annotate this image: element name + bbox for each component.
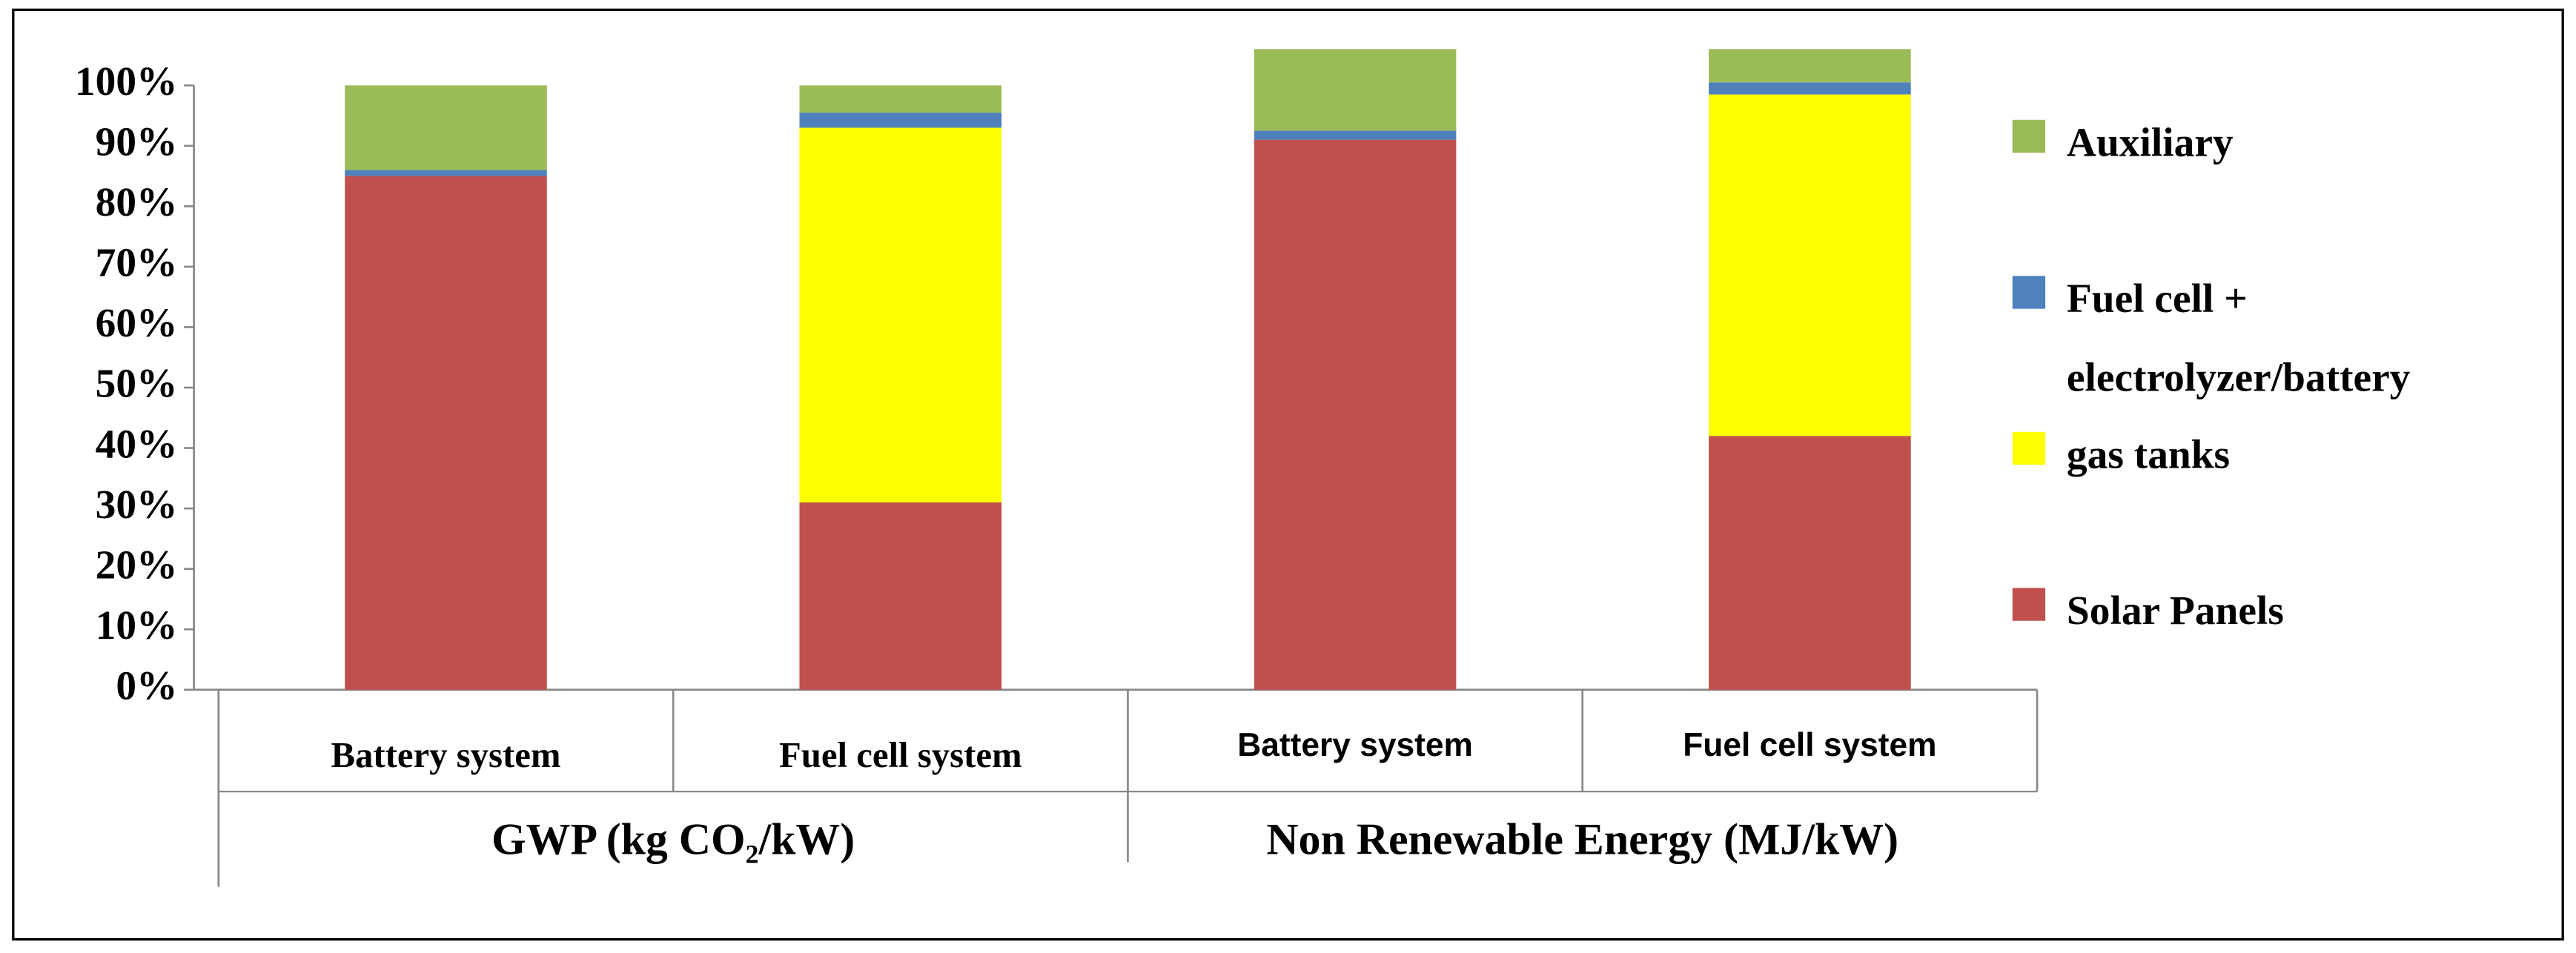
x-tick-label: Fuel cell system bbox=[779, 735, 1022, 775]
y-tick-label: 0% bbox=[116, 663, 177, 708]
legend-label: Solar Panels bbox=[2066, 589, 2284, 634]
legend-label-box: gas tanks bbox=[2066, 434, 2231, 478]
x-tick-label: Fuel cell system bbox=[1683, 727, 1936, 763]
y-tick-label: 80% bbox=[96, 179, 178, 225]
y-tick-label: 100% bbox=[75, 59, 177, 104]
y-tick-label: 90% bbox=[96, 119, 178, 165]
legend-label-box: Solar Panels bbox=[2066, 589, 2284, 634]
group-label: GWP (kg CO₂/kW) bbox=[491, 814, 855, 864]
bar-segment bbox=[799, 85, 1002, 113]
legend-swatch bbox=[2012, 588, 2046, 621]
y-tick-label: 10% bbox=[96, 602, 178, 648]
bar-segment bbox=[1709, 49, 1911, 83]
group-label: Non Renewable Energy (MJ/kW) bbox=[1266, 814, 1899, 864]
legend-label: Fuel cell + electrolyzer/battery bbox=[2066, 277, 2411, 401]
y-tick-label: 30% bbox=[96, 482, 178, 527]
legend-label: Auxiliary bbox=[2066, 121, 2234, 166]
bar-segment bbox=[1254, 139, 1457, 690]
bar-segment bbox=[345, 85, 547, 170]
bar-segment bbox=[1709, 82, 1911, 95]
legend-label-box: Fuel cell + electrolyzer/battery bbox=[2066, 277, 2411, 401]
legend-swatch bbox=[2012, 431, 2046, 465]
x-tick-label: Battery system bbox=[1237, 727, 1473, 763]
bar-segment bbox=[1254, 49, 1457, 131]
y-tick-label: 40% bbox=[96, 421, 178, 466]
group-label-box: GWP (kg CO₂/kW) bbox=[491, 814, 855, 864]
bar-segment bbox=[799, 502, 1002, 690]
group-label-box: Non Renewable Energy (MJ/kW) bbox=[1266, 814, 1899, 864]
y-tick-label: 60% bbox=[96, 300, 178, 345]
bar-segment bbox=[345, 176, 547, 690]
x-tick-label: Battery system bbox=[331, 735, 560, 775]
y-tick-label: 20% bbox=[96, 542, 178, 587]
bar-segment bbox=[799, 112, 1002, 128]
bar-segment bbox=[1254, 130, 1457, 140]
legend-label: gas tanks bbox=[2066, 434, 2231, 478]
legend-swatch bbox=[2012, 276, 2046, 309]
bar-segment bbox=[1709, 94, 1911, 436]
y-tick-label: 50% bbox=[96, 361, 178, 406]
bar-segment bbox=[345, 170, 547, 176]
y-tick-label: 70% bbox=[96, 240, 178, 285]
legend-label-box: Auxiliary bbox=[2066, 121, 2234, 166]
bar-segment bbox=[1709, 436, 1911, 690]
legend-swatch bbox=[2012, 119, 2046, 153]
bar-segment bbox=[799, 127, 1002, 502]
